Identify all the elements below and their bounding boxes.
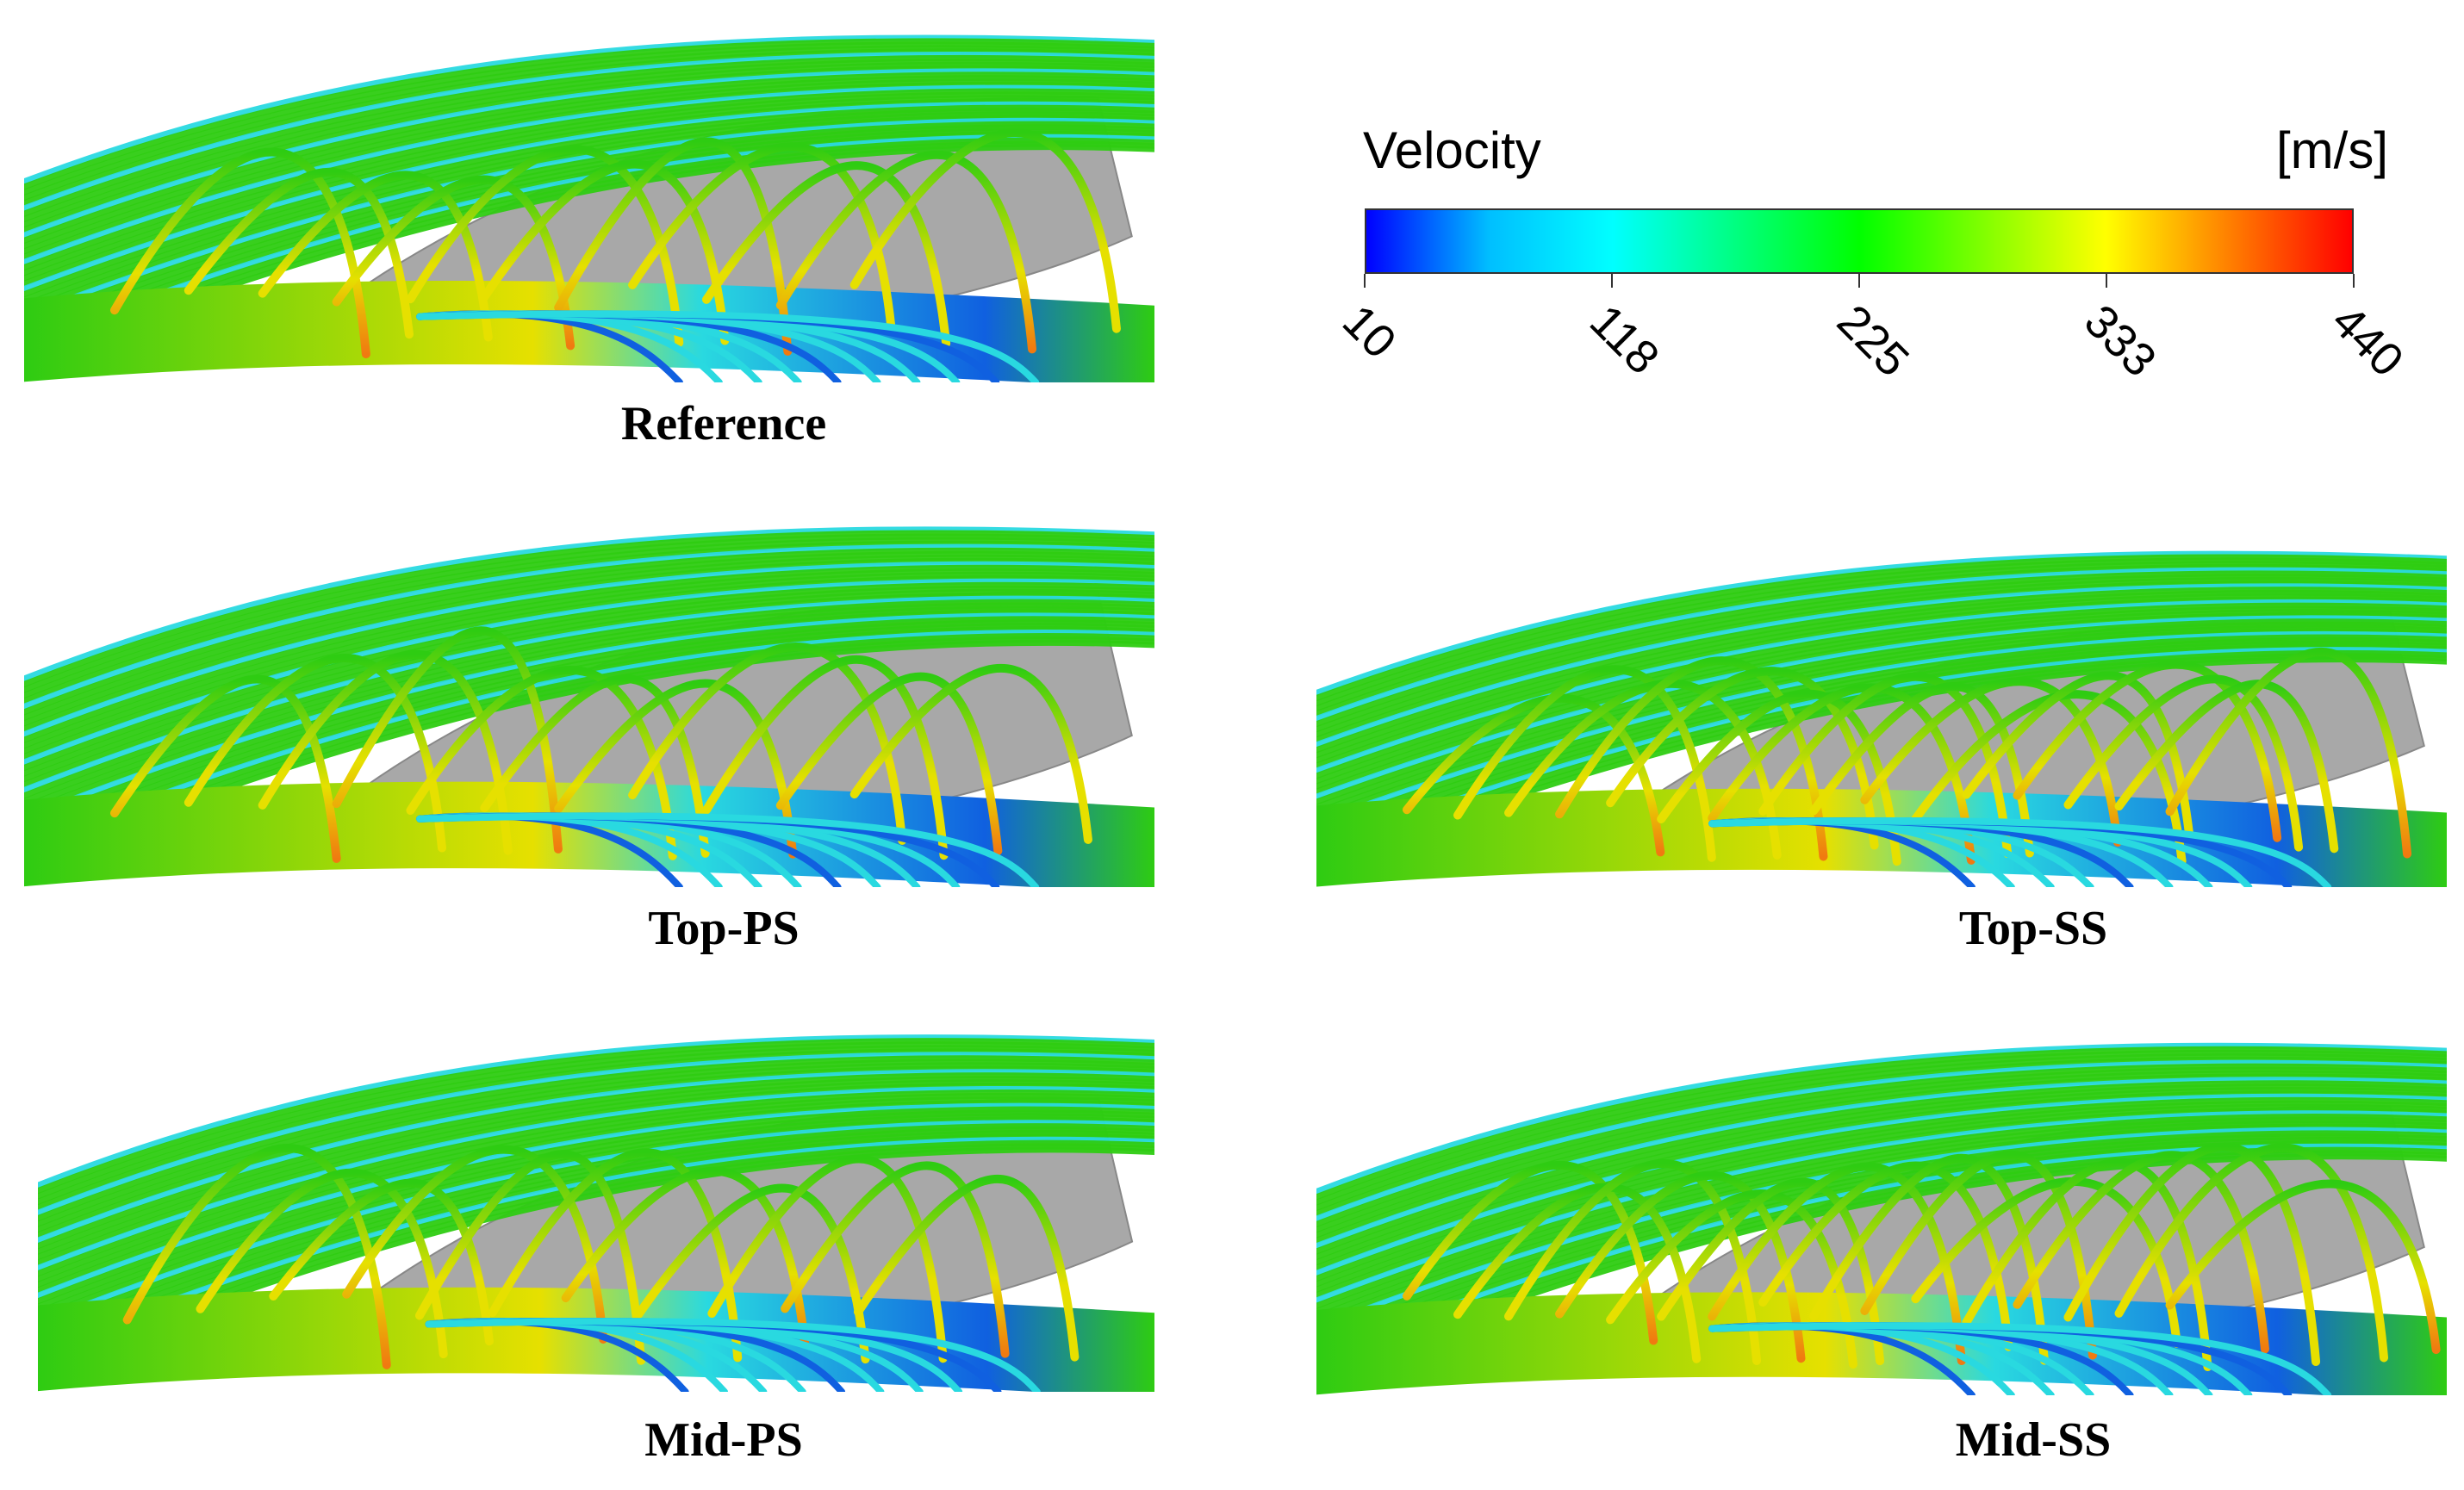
velocity-legend: Velocity [m/s] 10 118 225 333 440	[1310, 103, 2430, 431]
legend-tick	[1611, 274, 1613, 288]
legend-colorbar	[1365, 208, 2354, 274]
legend-tick	[2353, 274, 2355, 288]
streamline-image-top-ps	[24, 526, 1154, 887]
legend-tick	[2106, 274, 2107, 288]
panel-caption-top-ss: Top-SS	[1958, 902, 2108, 955]
legend-tick	[1364, 274, 1366, 288]
legend-title: Velocity	[1363, 121, 1541, 179]
legend-tick-label: 225	[1826, 295, 1920, 387]
legend-unit: [m/s]	[2276, 121, 2388, 179]
legend-tick-label: 440	[2321, 295, 2414, 387]
streamline-image-top-ss	[1316, 550, 2447, 887]
panel-reference	[24, 17, 1154, 382]
panel-caption-mid-ss: Mid-SS	[1955, 1413, 2112, 1467]
streamline-image-mid-ps	[38, 1034, 1154, 1392]
streamline-image-reference	[24, 34, 1154, 382]
panel-mid-ss	[1316, 1025, 2447, 1395]
legend-tick	[1858, 274, 1860, 288]
legend-tick-label: 333	[2074, 295, 2167, 387]
legend-tick-label: 10	[1332, 295, 1406, 369]
panel-caption-top-ps: Top-PS	[648, 902, 800, 955]
panel-mid-ps	[38, 1016, 1154, 1392]
panel-caption-reference: Reference	[620, 397, 827, 450]
streamline-image-mid-ss	[1316, 1042, 2447, 1395]
legend-tick-label: 118	[1579, 295, 1670, 385]
panel-top-ps	[24, 508, 1154, 887]
panel-caption-mid-ps: Mid-PS	[644, 1413, 803, 1467]
panel-top-ss	[1316, 534, 2447, 887]
